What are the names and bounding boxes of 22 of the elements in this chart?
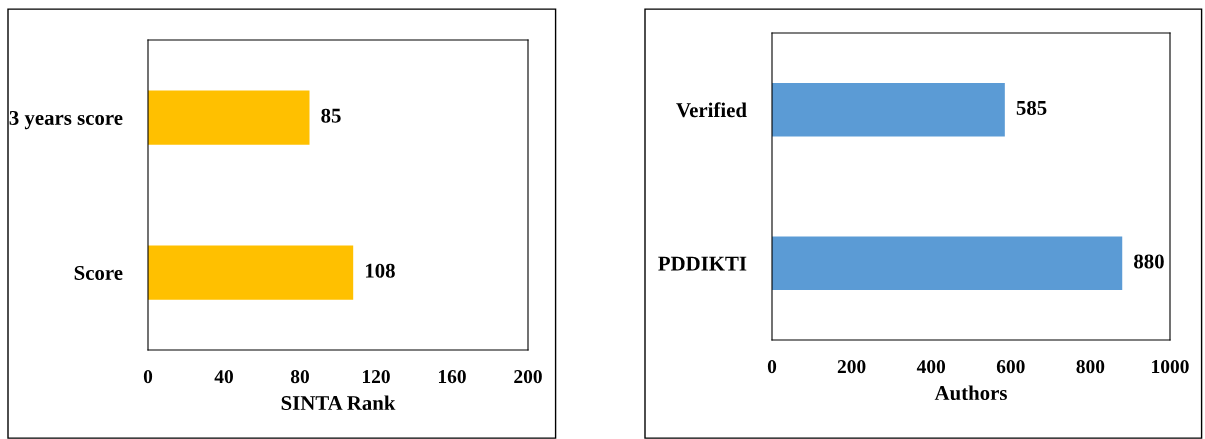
y-tick-label: PDDIKTI [658,256,747,271]
x-tick-label: 400 [916,360,946,374]
x-tick-label: 1000 [1152,360,1189,374]
data-label: 108 [365,263,395,278]
x-tick-label: 160 [438,370,466,384]
data-label: 880 [1134,254,1164,269]
data-label: 85 [321,108,341,123]
y-tick-label: 3 years score [9,110,123,130]
y-tick-label: Verified [676,102,747,118]
x-tick-label: 200 [514,370,542,384]
data-label: 585 [1016,100,1047,115]
x-axis-title: Authors [934,385,1007,401]
x-tick-label: 40 [214,370,233,384]
x-tick-label: 0 [767,360,777,374]
x-axis-title: SINTA Rank [281,395,396,411]
x-tick-label: 200 [837,360,866,374]
y-tick-label: Score [74,265,123,280]
x-tick-label: 120 [362,370,390,384]
x-tick-label: 800 [1076,360,1105,374]
x-tick-label: 600 [996,360,1025,374]
x-tick-label: 0 [143,370,153,384]
x-tick-label: 80 [290,370,309,384]
